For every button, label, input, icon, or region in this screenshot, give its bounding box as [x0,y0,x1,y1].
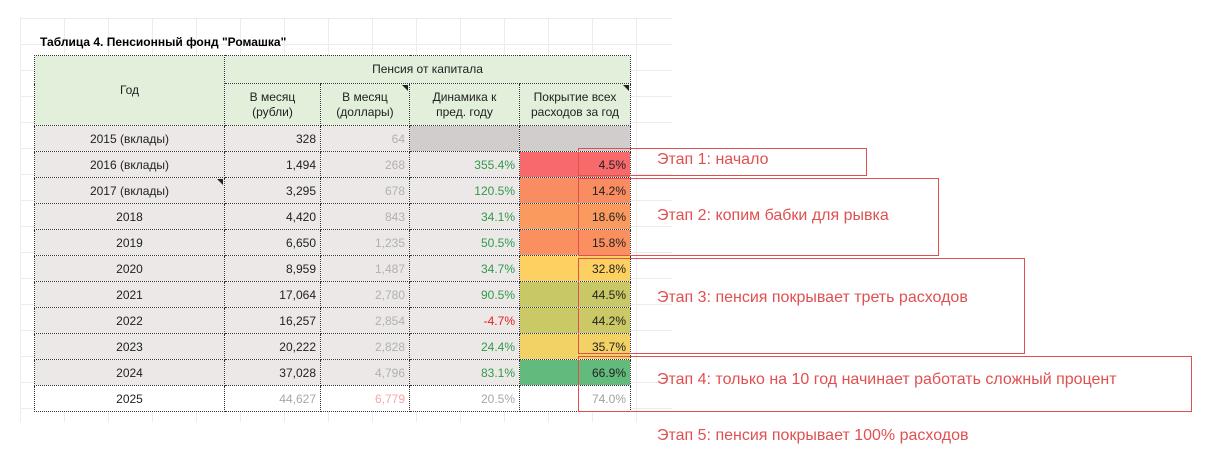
cell-rub: 8,959 [224,255,321,282]
cell-year: 2023 [34,333,225,360]
cell-usd: 268 [320,151,410,178]
cell-year: 2019 [34,229,225,256]
cell-year: 2018 [34,203,225,230]
cell-year: 2017 (вклады) [34,177,225,204]
cell-rub: 16,257 [224,307,321,334]
cell-year: 2020 [34,255,225,282]
table-title: Таблица 4. Пенсионный фонд "Ромашка" [40,35,287,49]
table-row: 2023 20,222 2,828 24.4% 35.7% [34,333,631,360]
stage-2-box [578,178,939,256]
cell-dynamics: 50.5% [409,229,520,256]
stage-4-label: Этап 4: только на 10 год начинает работа… [657,371,1117,388]
table-row: 2019 6,650 1,235 50.5% 15.8% [34,229,631,256]
stage-1-label: Этап 1: начало [657,151,769,168]
cell-usd: 2,854 [320,307,410,334]
table-row: 2018 4,420 843 34.1% 18.6% [34,203,631,230]
cell-rub: 20,222 [224,333,321,360]
cell-coverage: 44.5% [519,281,631,308]
header-group: Пенсия от капитала [224,55,631,84]
cell-coverage: 44.2% [519,307,631,334]
stage-3-label: Этап 3: пенсия покрывает треть расходов [657,289,968,306]
cell-usd: 843 [320,203,410,230]
table-row: 2015 (вклады) 328 64 [34,125,631,152]
cell-year: 2025 [34,385,225,412]
cell-usd: 1,235 [320,229,410,256]
cell-rub: 4,420 [224,203,321,230]
cell-dynamics: -4.7% [409,307,520,334]
cell-usd: 6,779 [320,385,410,412]
cell-dynamics: 83.1% [409,359,520,386]
cell-dynamics: 24.4% [409,333,520,360]
stage-5-label: Этап 5: пенсия покрывает 100% расходов [657,427,969,444]
cell-dynamics [409,125,520,152]
table-row: 2017 (вклады) 3,295 678 120.5% 14.2% [34,177,631,204]
cell-dynamics: 355.4% [409,151,520,178]
table-row: 2024 37,028 4,796 83.1% 66.9% [34,359,631,386]
header-coverage: Покрытие всех расходов за год [519,83,631,126]
cell-year: 2024 [34,359,225,386]
cell-dynamics: 120.5% [409,177,520,204]
header-rub: В месяц (рубли) [224,83,321,126]
cell-year: 2016 (вклады) [34,151,225,178]
header-dyn: Динамика к пред. году [409,83,520,126]
cell-coverage: 66.9% [519,359,631,386]
cell-usd: 4,796 [320,359,410,386]
stage-4-box [578,356,1192,412]
cell-coverage: 74.0% [519,385,631,412]
table-row: 2025 44,627 6,779 20.5% 74.0% [34,385,631,412]
cell-rub: 37,028 [224,359,321,386]
cell-usd: 2,828 [320,333,410,360]
cell-usd: 678 [320,177,410,204]
stage-1-box [578,148,867,176]
table-row: 2020 8,959 1,487 34.7% 32.8% [34,255,631,282]
cell-rub: 17,064 [224,281,321,308]
header-year: Год [34,55,225,126]
cell-coverage: 32.8% [519,255,631,282]
cell-year: 2022 [34,307,225,334]
cell-usd: 64 [320,125,410,152]
cell-coverage: 15.8% [519,229,631,256]
cell-coverage [519,125,631,152]
cell-year: 2021 [34,281,225,308]
cell-rub: 3,295 [224,177,321,204]
cell-dynamics: 90.5% [409,281,520,308]
cell-dynamics: 20.5% [409,385,520,412]
cell-year: 2015 (вклады) [34,125,225,152]
cell-coverage: 35.7% [519,333,631,360]
table-row: 2022 16,257 2,854 -4.7% 44.2% [34,307,631,334]
cell-usd: 1,487 [320,255,410,282]
cell-coverage: 18.6% [519,203,631,230]
cell-usd: 2,780 [320,281,410,308]
cell-dynamics: 34.7% [409,255,520,282]
table-row: 2016 (вклады) 1,494 268 355.4% 4.5% [34,151,631,178]
cell-dynamics: 34.1% [409,203,520,230]
cell-rub: 44,627 [224,385,321,412]
table-row: 2021 17,064 2,780 90.5% 44.5% [34,281,631,308]
cell-rub: 328 [224,125,321,152]
pension-table: Год Пенсия от капитала В месяц (рубли) В… [34,55,631,412]
cell-coverage: 4.5% [519,151,631,178]
cell-rub: 1,494 [224,151,321,178]
stage-2-label: Этап 2: копим бабки для рывка [657,207,889,224]
header-usd: В месяц (доллары) [320,83,410,126]
cell-rub: 6,650 [224,229,321,256]
stage-3-box [578,258,1025,354]
